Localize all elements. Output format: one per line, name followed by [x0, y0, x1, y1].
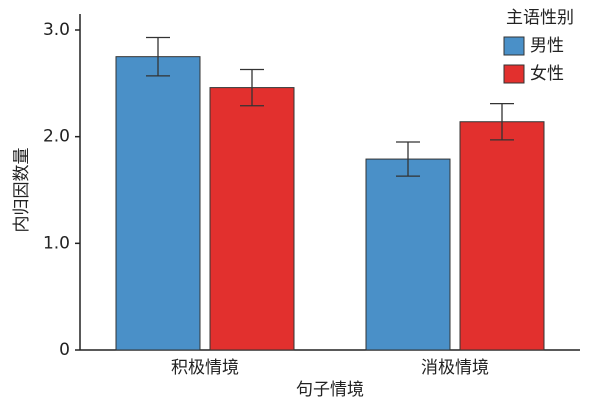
y-tick-label: 3.0: [43, 20, 70, 40]
error-bar: [396, 141, 420, 177]
error-bar: [240, 68, 264, 107]
legend-title: 主语性别: [506, 8, 574, 28]
y-tick-label: 0: [59, 340, 70, 360]
bar: [209, 87, 295, 351]
y-tick-label: 2.0: [43, 127, 70, 147]
legend-swatch: [503, 36, 525, 56]
legend-swatch: [503, 64, 525, 84]
x-axis-label: 句子情境: [296, 380, 364, 400]
legend-label: 男性: [530, 36, 564, 56]
bar: [365, 158, 451, 351]
bar: [115, 56, 201, 351]
y-tick-label: 1.0: [43, 233, 70, 253]
bar: [459, 121, 545, 351]
legend-label: 女性: [530, 64, 564, 84]
x-tick-label: 消极情境: [421, 358, 489, 378]
y-axis-label: 内归因数量: [12, 148, 32, 233]
error-bar: [490, 102, 514, 141]
x-tick-label: 积极情境: [171, 358, 239, 378]
error-bar: [146, 36, 170, 77]
